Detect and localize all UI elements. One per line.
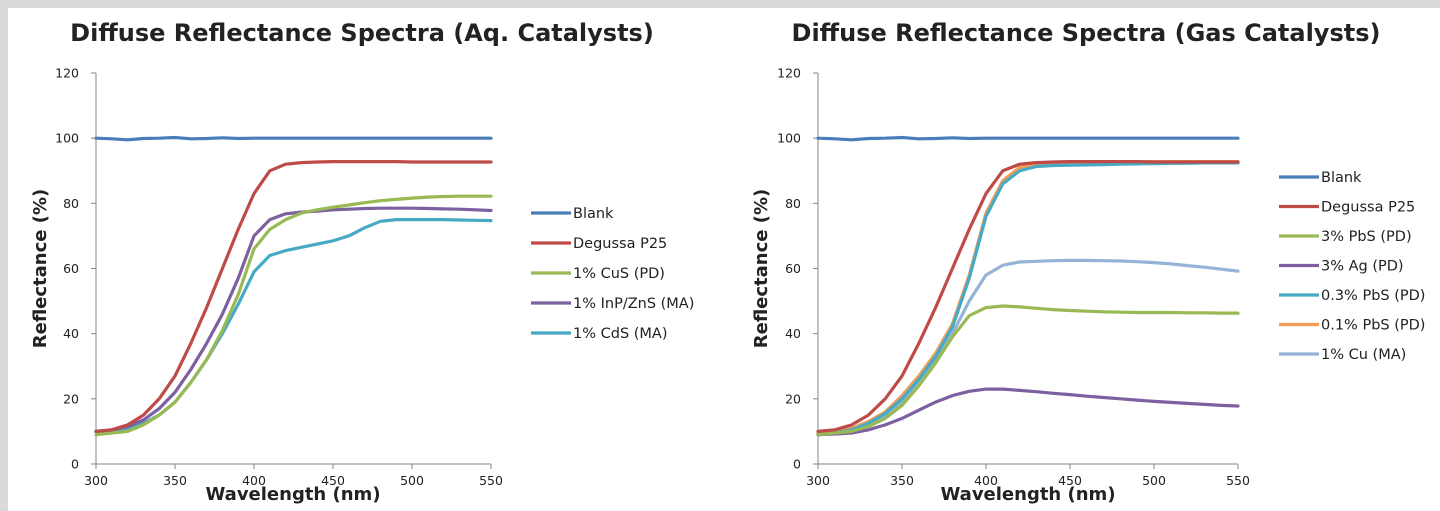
x-axis-label: Wavelength (nm) bbox=[205, 484, 380, 505]
legend-label: 1% InP/ZnS (MA) bbox=[573, 296, 694, 312]
x-tick-label: 400 bbox=[242, 473, 266, 488]
series-line-3-pbs-pd bbox=[816, 304, 1240, 437]
y-tick-label: 40 bbox=[785, 326, 801, 341]
series-line-blank bbox=[816, 135, 1240, 142]
x-tick-label: 450 bbox=[321, 473, 345, 488]
x-tick-label: 550 bbox=[1226, 473, 1250, 488]
y-tick-label: 80 bbox=[785, 196, 801, 211]
series-line-1-cu-ma bbox=[816, 258, 1240, 437]
series-line-3-ag-pd bbox=[816, 387, 1240, 437]
x-tick-label: 500 bbox=[400, 473, 424, 488]
y-tick-label: 120 bbox=[55, 66, 79, 81]
y-tick-label: 100 bbox=[55, 131, 79, 146]
y-tick-label: 120 bbox=[777, 66, 801, 81]
x-tick-label: 450 bbox=[1058, 473, 1082, 488]
legend-label: 0.3% PbS (PD) bbox=[1321, 288, 1425, 304]
y-tick-label: 60 bbox=[785, 261, 801, 276]
x-axis-label: Wavelength (nm) bbox=[940, 484, 1115, 505]
x-tick-label: 300 bbox=[806, 473, 830, 488]
y-axis-label: Reflectance (%) bbox=[751, 189, 772, 349]
series-line-degussa-p25 bbox=[94, 160, 493, 433]
chart-2: Diffuse Reflectance Spectra (Gas Catalys… bbox=[751, 19, 1425, 505]
legend-label: Degussa P25 bbox=[573, 236, 667, 252]
chart-title: Diffuse Reflectance Spectra (Aq. Catalys… bbox=[70, 19, 654, 47]
y-axis-label: Reflectance (%) bbox=[30, 189, 51, 349]
legend-label: Blank bbox=[1321, 170, 1362, 186]
series-line-1-cds-ma bbox=[94, 218, 493, 433]
chart-canvas: Diffuse Reflectance Spectra (Aq. Catalys… bbox=[30, 19, 1425, 505]
figure-panel: Diffuse Reflectance Spectra (Aq. Catalys… bbox=[8, 8, 1440, 511]
y-tick-label: 20 bbox=[785, 391, 801, 406]
y-tick-label: 0 bbox=[793, 457, 801, 472]
legend-label: 1% CuS (PD) bbox=[573, 266, 665, 282]
x-tick-label: 550 bbox=[479, 473, 503, 488]
series-line-blank bbox=[94, 135, 493, 142]
series-line-1-cus-pd bbox=[94, 194, 493, 437]
legend-label: Blank bbox=[573, 206, 614, 222]
series-line-degussa-p25 bbox=[816, 160, 1240, 433]
y-tick-label: 0 bbox=[71, 457, 79, 472]
y-tick-label: 40 bbox=[63, 326, 79, 341]
chart-1: Diffuse Reflectance Spectra (Aq. Catalys… bbox=[30, 19, 694, 505]
legend-label: 0.1% PbS (PD) bbox=[1321, 318, 1425, 334]
x-tick-label: 300 bbox=[84, 473, 108, 488]
y-tick-label: 60 bbox=[63, 261, 79, 276]
series-line-1-inp-zns-ma bbox=[94, 206, 493, 433]
legend-label: 1% CdS (MA) bbox=[573, 326, 668, 342]
x-tick-label: 500 bbox=[1142, 473, 1166, 488]
legend-label: Degussa P25 bbox=[1321, 200, 1415, 216]
legend-label: 1% Cu (MA) bbox=[1321, 347, 1406, 363]
series-line-0-3-pbs-pd bbox=[816, 161, 1240, 437]
y-tick-label: 80 bbox=[63, 196, 79, 211]
legend-label: 3% PbS (PD) bbox=[1321, 229, 1412, 245]
x-tick-label: 350 bbox=[890, 473, 914, 488]
y-tick-label: 20 bbox=[63, 391, 79, 406]
y-tick-label: 100 bbox=[777, 131, 801, 146]
legend-label: 3% Ag (PD) bbox=[1321, 259, 1404, 275]
x-tick-label: 350 bbox=[163, 473, 187, 488]
chart-title: Diffuse Reflectance Spectra (Gas Catalys… bbox=[792, 19, 1381, 47]
x-tick-label: 400 bbox=[974, 473, 998, 488]
